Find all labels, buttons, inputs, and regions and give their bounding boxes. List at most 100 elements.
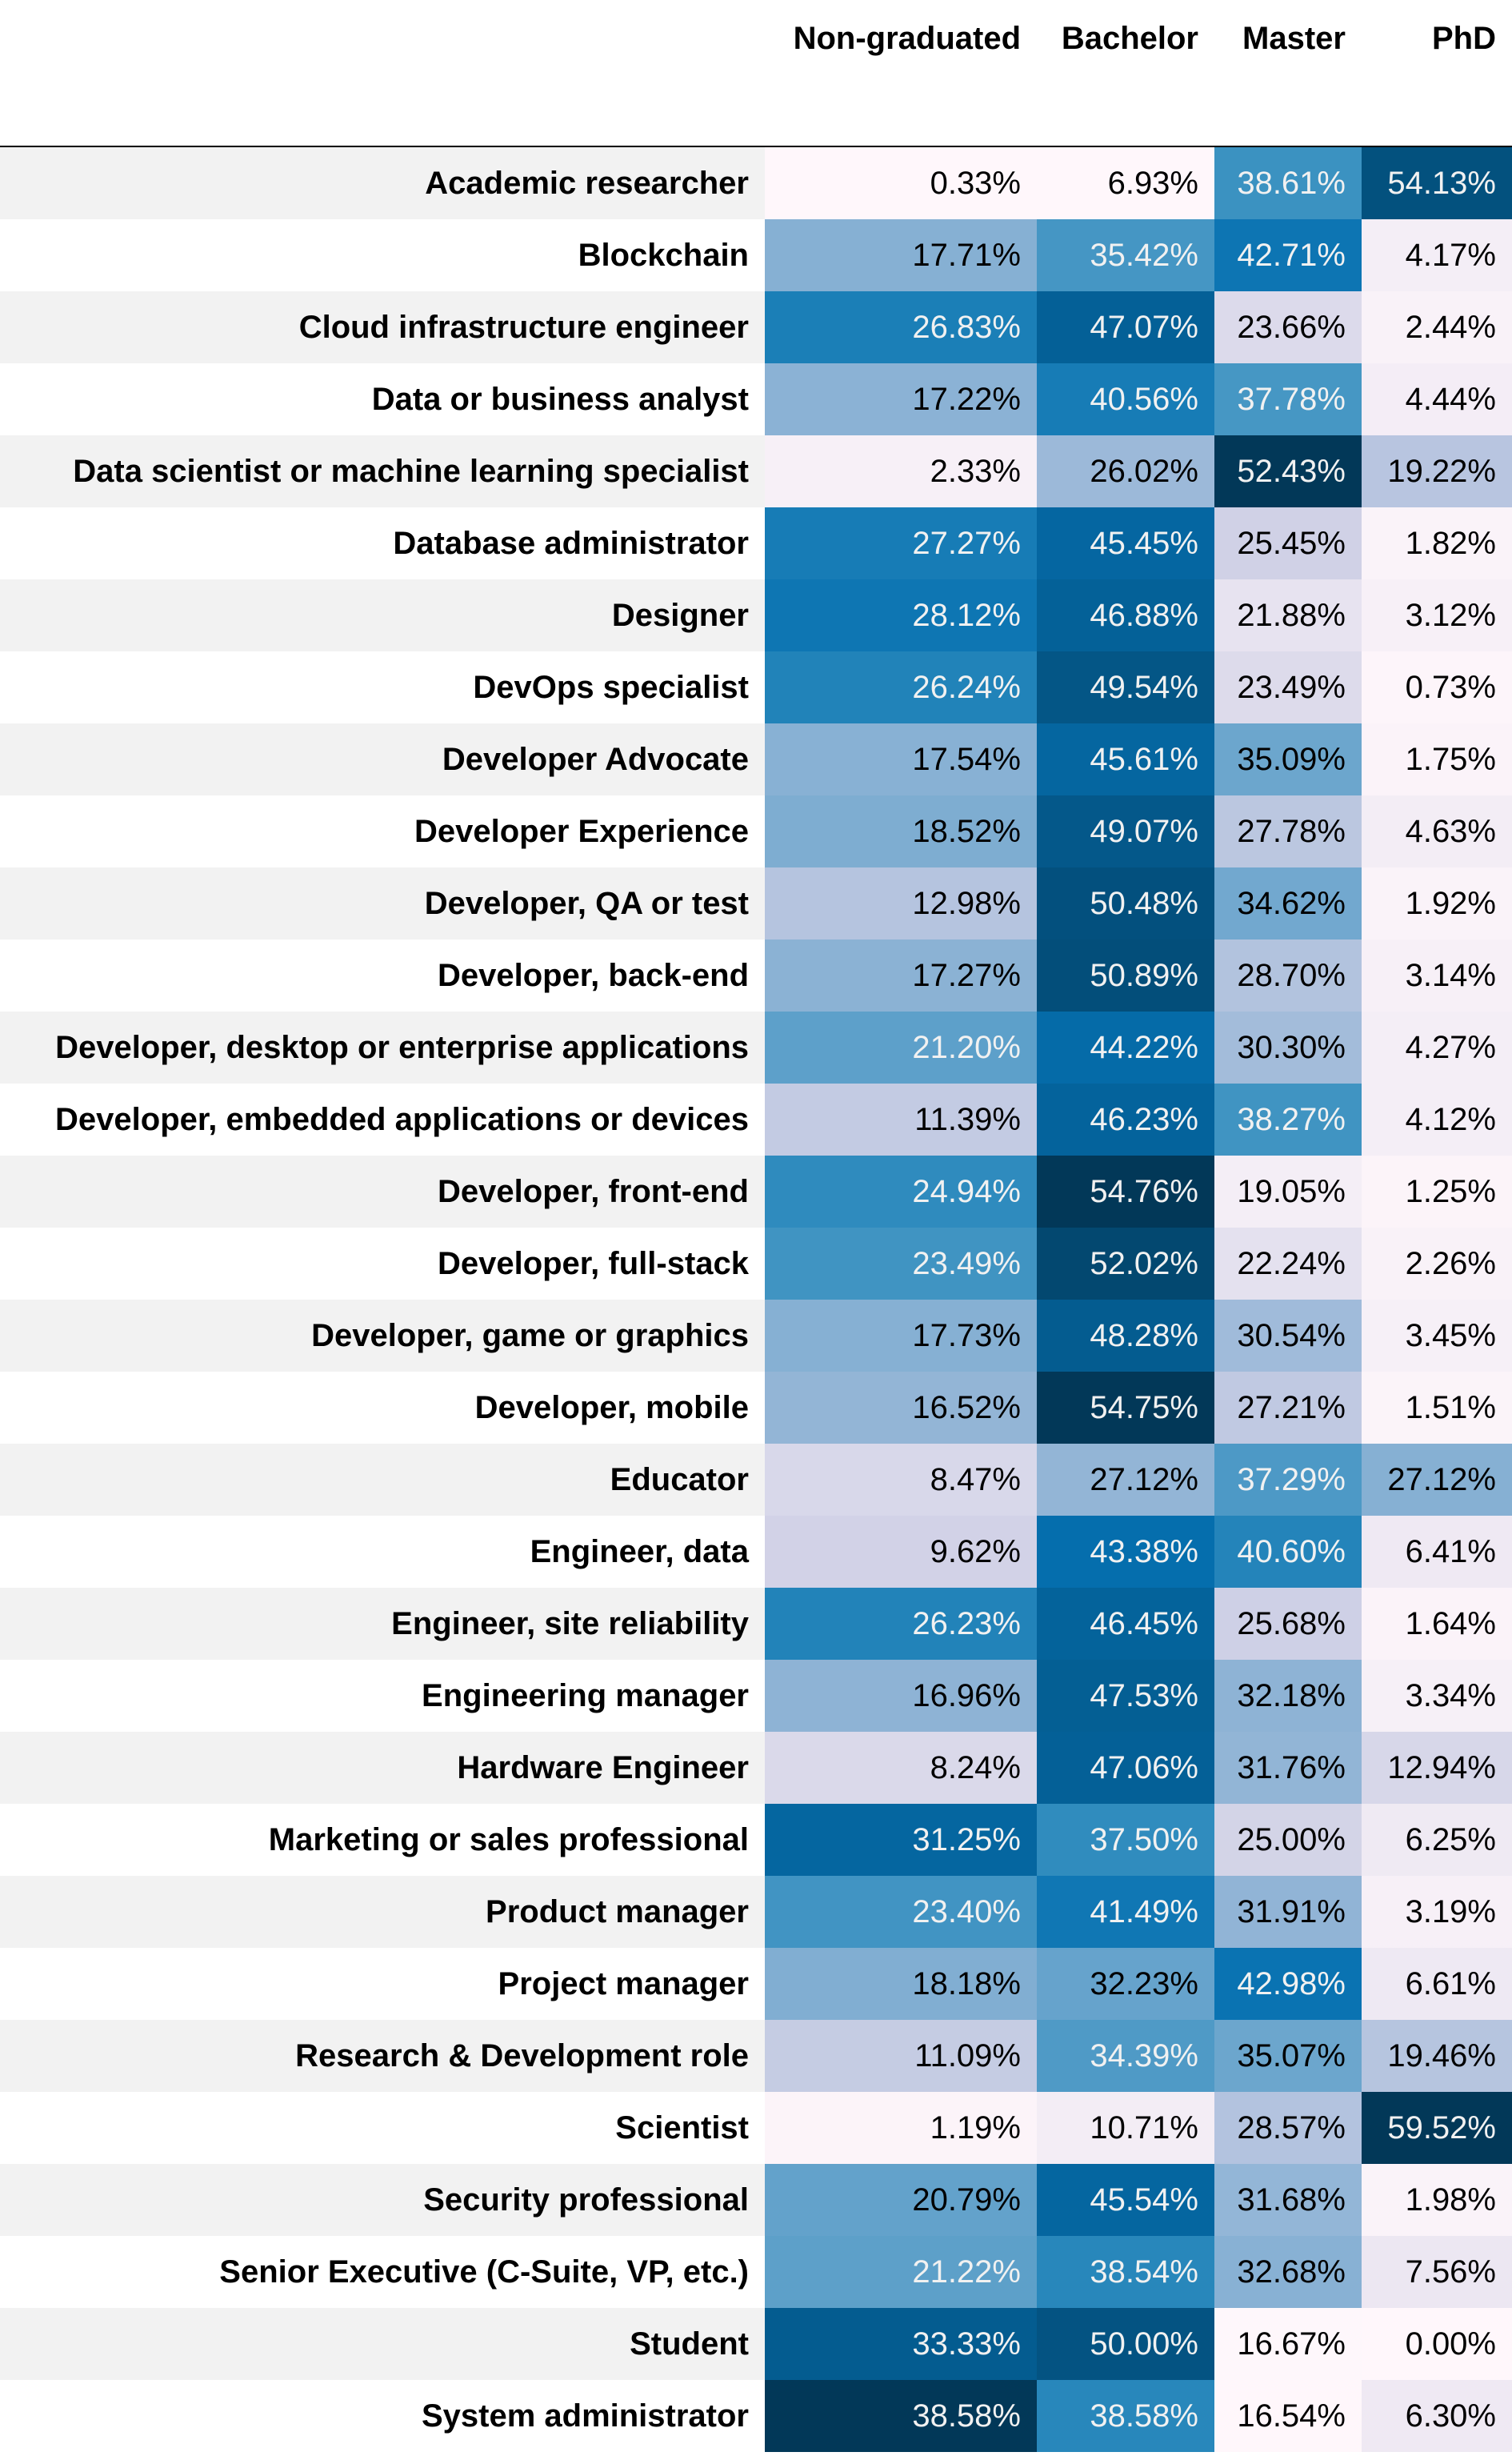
row-label: Senior Executive (C-Suite, VP, etc.): [219, 2254, 749, 2290]
value-cell: 50.89%: [1037, 940, 1214, 1012]
value-cell: 2.26%: [1362, 1228, 1512, 1300]
value-cell: 3.45%: [1362, 1300, 1512, 1372]
table-row: Developer, mobile 16.52% 54.75% 27.21% 1.51%: [0, 1372, 1512, 1444]
value-cell: 27.21%: [1214, 1372, 1362, 1444]
row-label: Marketing or sales professional: [268, 1822, 749, 1857]
row-label: System administrator: [421, 2398, 749, 2434]
table-row: Security professional 20.79% 45.54% 31.68% 1…: [0, 2164, 1512, 2236]
value-cell: 22.24%: [1214, 1228, 1362, 1300]
value-cell: 48.28%: [1037, 1300, 1214, 1372]
value-cell: 9.62%: [765, 1516, 1037, 1588]
value-cell: 7.56%: [1362, 2236, 1512, 2308]
value-cell: 32.18%: [1214, 1660, 1362, 1732]
value-cell: 8.24%: [765, 1732, 1037, 1804]
table-row: Developer Experience 18.52% 49.07% 27.78% 4.…: [0, 795, 1512, 867]
value-cell: 44.22%: [1037, 1012, 1214, 1084]
row-label: Security professional: [423, 2182, 749, 2218]
row-label-cell: Developer, full-stack: [0, 1228, 765, 1300]
table-row: Developer, embedded applications or devi…: [0, 1084, 1512, 1156]
table-row: Product manager 23.40% 41.49% 31.91% 3.19%: [0, 1876, 1512, 1948]
table-row: Scientist 1.19% 10.71% 28.57% 59.52%: [0, 2092, 1512, 2164]
value-cell: 1.82%: [1362, 507, 1512, 579]
value-cell: 0.73%: [1362, 651, 1512, 723]
table-row: Educator 8.47% 27.12% 37.29% 27.12%: [0, 1444, 1512, 1516]
value-cell: 12.94%: [1362, 1732, 1512, 1804]
table-row: Hardware Engineer 8.24% 47.06% 31.76% 12.94%: [0, 1732, 1512, 1804]
value-cell: 28.57%: [1214, 2092, 1362, 2164]
value-cell: 3.14%: [1362, 940, 1512, 1012]
value-cell: 46.45%: [1037, 1588, 1214, 1660]
column-header-label: Non-graduated: [793, 21, 1021, 56]
table-row: Designer 28.12% 46.88% 21.88% 3.12%: [0, 579, 1512, 651]
value-cell: 25.45%: [1214, 507, 1362, 579]
row-label: Developer Advocate: [442, 742, 749, 777]
value-cell: 17.22%: [765, 363, 1037, 435]
table-row: Developer, full-stack 23.49% 52.02% 22.24% 2…: [0, 1228, 1512, 1300]
table-row: Engineer, data 9.62% 43.38% 40.60% 6.41%: [0, 1516, 1512, 1588]
row-label-cell: System administrator: [0, 2380, 765, 2452]
value-cell: 32.68%: [1214, 2236, 1362, 2308]
row-label-cell: Developer Advocate: [0, 723, 765, 795]
header-rule: [0, 146, 1512, 148]
value-cell: 46.88%: [1037, 579, 1214, 651]
row-label: Cloud infrastructure engineer: [298, 310, 749, 345]
value-cell: 38.58%: [1037, 2380, 1214, 2452]
row-label-cell: Developer, front-end: [0, 1156, 765, 1228]
value-cell: 23.49%: [1214, 651, 1362, 723]
table-row: Engineer, site reliability 26.23% 46.45% 25…: [0, 1588, 1512, 1660]
value-cell: 3.19%: [1362, 1876, 1512, 1948]
value-cell: 24.94%: [765, 1156, 1037, 1228]
value-cell: 40.60%: [1214, 1516, 1362, 1588]
value-cell: 37.29%: [1214, 1444, 1362, 1516]
row-label: DevOps specialist: [473, 670, 749, 705]
value-cell: 45.45%: [1037, 507, 1214, 579]
row-label-cell: Project manager: [0, 1948, 765, 2020]
row-label-cell: Developer, QA or test: [0, 867, 765, 940]
value-cell: 3.34%: [1362, 1660, 1512, 1732]
row-label-cell: Marketing or sales professional: [0, 1804, 765, 1876]
row-label-cell: Data scientist or machine learning speci…: [0, 435, 765, 507]
value-cell: 16.52%: [765, 1372, 1037, 1444]
value-cell: 4.63%: [1362, 795, 1512, 867]
value-cell: 34.39%: [1037, 2020, 1214, 2092]
row-label: Developer, mobile: [474, 1390, 749, 1425]
value-cell: 45.54%: [1037, 2164, 1214, 2236]
row-label-cell: Developer, game or graphics: [0, 1300, 765, 1372]
value-cell: 35.07%: [1214, 2020, 1362, 2092]
table-row: Data or business analyst 17.22% 40.56% 37.7…: [0, 363, 1512, 435]
value-cell: 38.61%: [1214, 147, 1362, 219]
value-cell: 59.52%: [1362, 2092, 1512, 2164]
value-cell: 4.44%: [1362, 363, 1512, 435]
row-label-cell: Blockchain: [0, 219, 765, 291]
column-header: Non-graduated: [765, 0, 1037, 147]
value-cell: 31.91%: [1214, 1876, 1362, 1948]
row-label: Database administrator: [393, 526, 749, 561]
table-row: Developer, back-end 17.27% 50.89% 28.70% 3.1…: [0, 940, 1512, 1012]
value-cell: 54.13%: [1362, 147, 1512, 219]
row-label: Designer: [611, 598, 749, 633]
value-cell: 6.41%: [1362, 1516, 1512, 1588]
value-cell: 32.23%: [1037, 1948, 1214, 2020]
value-cell: 23.66%: [1214, 291, 1362, 363]
row-label: Developer, back-end: [437, 958, 749, 993]
row-label-cell: Scientist: [0, 2092, 765, 2164]
row-label-cell: Senior Executive (C-Suite, VP, etc.): [0, 2236, 765, 2308]
value-cell: 54.76%: [1037, 1156, 1214, 1228]
value-cell: 10.71%: [1037, 2092, 1214, 2164]
table-row: Blockchain 17.71% 35.42% 42.71% 4.17%: [0, 219, 1512, 291]
value-cell: 50.00%: [1037, 2308, 1214, 2380]
row-label: Project manager: [498, 1966, 749, 2001]
value-cell: 35.09%: [1214, 723, 1362, 795]
row-label-cell: Developer, desktop or enterprise applica…: [0, 1012, 765, 1084]
value-cell: 11.09%: [765, 2020, 1037, 2092]
value-cell: 49.07%: [1037, 795, 1214, 867]
value-cell: 31.25%: [765, 1804, 1037, 1876]
table-row: Data scientist or machine learning speci…: [0, 435, 1512, 507]
row-label: Data or business analyst: [371, 382, 749, 417]
value-cell: 26.02%: [1037, 435, 1214, 507]
value-cell: 27.27%: [765, 507, 1037, 579]
value-cell: 1.51%: [1362, 1372, 1512, 1444]
value-cell: 16.54%: [1214, 2380, 1362, 2452]
value-cell: 16.67%: [1214, 2308, 1362, 2380]
